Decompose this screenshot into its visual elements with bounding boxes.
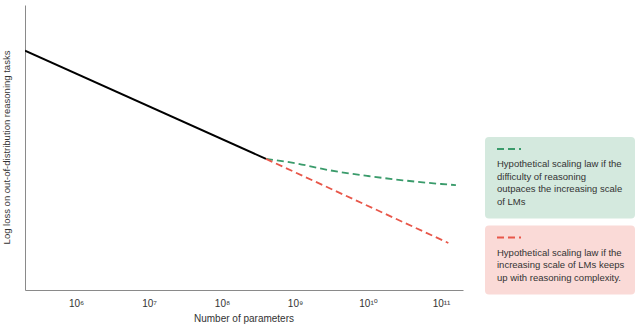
x-tick: 10¹¹ [433, 290, 451, 309]
y-axis-line [25, 6, 26, 291]
x-tick: 10⁹ [288, 290, 303, 309]
x-tick: 10¹⁰ [359, 290, 377, 309]
y-axis-title: Log loss on out-of-distribution reasonin… [1, 50, 12, 244]
x-tick-label: 10⁷ [142, 298, 157, 309]
x-axis: 10⁶ 10⁷ 10⁸ 10⁹ 10¹⁰ 10¹¹ [26, 290, 464, 309]
x-tick-label: 10⁹ [288, 298, 303, 309]
legend-box [485, 226, 635, 295]
series-line [266, 159, 456, 185]
chart: 10⁶ 10⁷ 10⁸ 10⁹ 10¹⁰ 10¹¹ Number of parameters… [0, 0, 640, 329]
legend-label: Hypothetical scaling law if theincreasin… [497, 247, 625, 283]
legend-label: Hypothetical scaling law if thedifficult… [497, 158, 622, 207]
x-tick-label: 10⁶ [69, 298, 84, 309]
x-tick-label: 10¹¹ [433, 298, 451, 309]
plot-area [25, 51, 456, 243]
legend-swatch [497, 237, 521, 239]
legend-item: Hypothetical scaling law if thedifficult… [485, 137, 635, 219]
x-axis-line [26, 290, 464, 291]
series-line [25, 51, 266, 159]
legend-box [485, 137, 635, 219]
x-tick: 10⁶ [69, 290, 84, 309]
x-axis-title: Number of parameters [194, 313, 294, 324]
legend-swatch [497, 148, 521, 150]
y-axis [25, 6, 26, 291]
x-tick: 10⁷ [142, 290, 157, 309]
x-tick-label: 10¹⁰ [359, 298, 377, 309]
x-tick-label: 10⁸ [215, 298, 230, 309]
series-line [266, 159, 448, 243]
legend-item: Hypothetical scaling law if theincreasin… [485, 226, 635, 295]
x-tick: 10⁸ [215, 290, 230, 309]
legend: Hypothetical scaling law if thedifficult… [485, 137, 635, 295]
